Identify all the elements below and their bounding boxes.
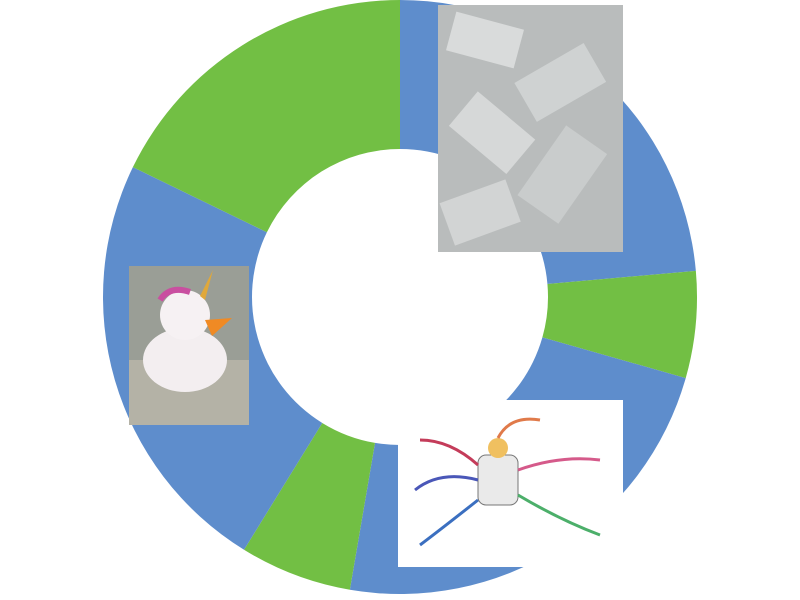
donut-slice <box>132 0 400 233</box>
photo-duck <box>129 266 249 425</box>
donut-slice <box>542 270 698 379</box>
mind-map <box>398 400 623 567</box>
donut-slice <box>244 422 376 590</box>
photo-cards <box>438 5 623 252</box>
